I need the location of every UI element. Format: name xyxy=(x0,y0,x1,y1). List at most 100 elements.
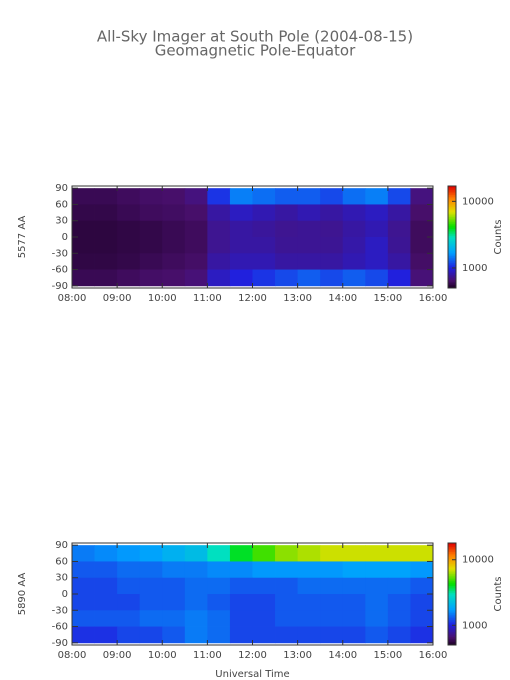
heat-cell xyxy=(207,610,231,627)
colorbar-band xyxy=(448,216,456,219)
heat-cell xyxy=(72,220,95,238)
heat-cell xyxy=(252,237,276,254)
heat-cell xyxy=(252,545,276,562)
heat-cell xyxy=(387,594,411,611)
colorbar-band xyxy=(448,585,456,588)
x-tick-label: 14:00 xyxy=(328,650,357,661)
colorbar-band xyxy=(448,208,456,211)
y-tick-label: 30 xyxy=(55,573,68,584)
x-tick-label: 15:00 xyxy=(373,293,402,304)
heat-cell xyxy=(387,204,411,222)
colorbar-band xyxy=(448,201,456,204)
colorbar-band xyxy=(448,281,456,284)
heat-cell xyxy=(410,253,434,270)
heat-cell xyxy=(207,577,231,595)
colorbar-band xyxy=(448,245,456,248)
colorbar-band xyxy=(448,621,456,624)
heat-cell xyxy=(117,610,141,627)
colorbar-band xyxy=(448,578,456,581)
colorbar-band xyxy=(448,186,456,189)
colorbar-band xyxy=(448,614,456,617)
heat-cell xyxy=(229,204,253,222)
heat-cell xyxy=(184,204,208,222)
colorbar-band xyxy=(448,543,456,546)
heat-cell xyxy=(320,561,344,579)
y-tick-label: 0 xyxy=(62,589,68,600)
chart-title: All-Sky Imager at South Pole (2004-08-15… xyxy=(97,28,413,46)
heat-cell xyxy=(229,545,253,562)
colorbar-band xyxy=(448,286,456,289)
colorbar-band xyxy=(448,590,456,593)
heat-cell xyxy=(184,545,208,562)
heat-cell xyxy=(387,577,411,595)
colorbar-band xyxy=(448,248,456,252)
heat-cell xyxy=(297,220,321,238)
colorbar-band xyxy=(448,616,456,619)
heat-cell xyxy=(275,237,299,254)
heat-cell xyxy=(207,269,231,287)
colorbar-band xyxy=(448,587,456,590)
y-tick-label: -60 xyxy=(52,622,68,633)
heat-cell xyxy=(275,220,299,238)
colorbar-band xyxy=(448,277,456,280)
heat-cell xyxy=(342,545,366,562)
heat-cell xyxy=(342,220,366,238)
colorbar-band xyxy=(448,609,456,612)
heat-cell xyxy=(117,237,141,254)
colorbar-band xyxy=(448,220,456,223)
colorbar-band xyxy=(448,194,456,197)
heat-cell xyxy=(139,269,163,287)
colorbar-tick-label: 1000 xyxy=(462,620,487,631)
heat-cell xyxy=(387,269,411,287)
colorbar-band xyxy=(448,565,456,568)
x-tick-label: 12:00 xyxy=(238,293,267,304)
heat-cell xyxy=(207,545,231,562)
x-tick-label: 16:00 xyxy=(419,650,448,661)
heat-cell xyxy=(162,269,186,287)
heat-cell xyxy=(162,610,186,627)
heat-cell xyxy=(252,594,276,611)
colorbar-band xyxy=(448,546,456,549)
heat-cell xyxy=(365,561,389,579)
colorbar-band xyxy=(448,600,456,603)
y-axis-label: 5577 AA xyxy=(17,216,28,259)
heat-cell xyxy=(117,561,141,579)
heat-cell xyxy=(342,188,366,205)
colorbar-tick-label: 10000 xyxy=(462,196,494,207)
colorbar-band xyxy=(448,260,456,263)
colorbar-band xyxy=(448,592,456,595)
colorbar-band xyxy=(448,254,456,257)
colorbar-band xyxy=(448,573,456,576)
colorbar-band xyxy=(448,237,456,240)
heat-cell xyxy=(162,626,186,644)
colorbar-band xyxy=(448,213,456,216)
heat-cell xyxy=(162,237,186,254)
colorbar-band xyxy=(448,629,456,632)
heat-cell xyxy=(320,545,344,562)
heat-cell xyxy=(162,204,186,222)
heat-cell xyxy=(252,269,276,287)
colorbar-band xyxy=(448,605,456,609)
heat-cell xyxy=(410,188,434,205)
colorbar-band xyxy=(448,568,456,571)
heat-cell xyxy=(94,626,118,644)
colorbar-band xyxy=(448,643,456,646)
heat-cell xyxy=(94,545,118,562)
heat-cell xyxy=(139,204,163,222)
y-axis-label: 5890 AA xyxy=(17,573,28,616)
colorbar-band xyxy=(448,617,456,620)
heat-cell xyxy=(275,545,299,562)
heat-cell xyxy=(320,610,344,627)
x-tick-label: 13:00 xyxy=(283,650,312,661)
colorbar-band xyxy=(448,247,456,250)
y-tick-label: 90 xyxy=(55,540,68,551)
heat-cell xyxy=(184,220,208,238)
heat-cell xyxy=(117,188,141,205)
heat-cell xyxy=(275,610,299,627)
heat-cell xyxy=(410,577,434,595)
heat-cell xyxy=(320,269,344,287)
heat-cell xyxy=(72,561,95,579)
heat-cell xyxy=(207,253,231,270)
heat-cell xyxy=(342,269,366,287)
